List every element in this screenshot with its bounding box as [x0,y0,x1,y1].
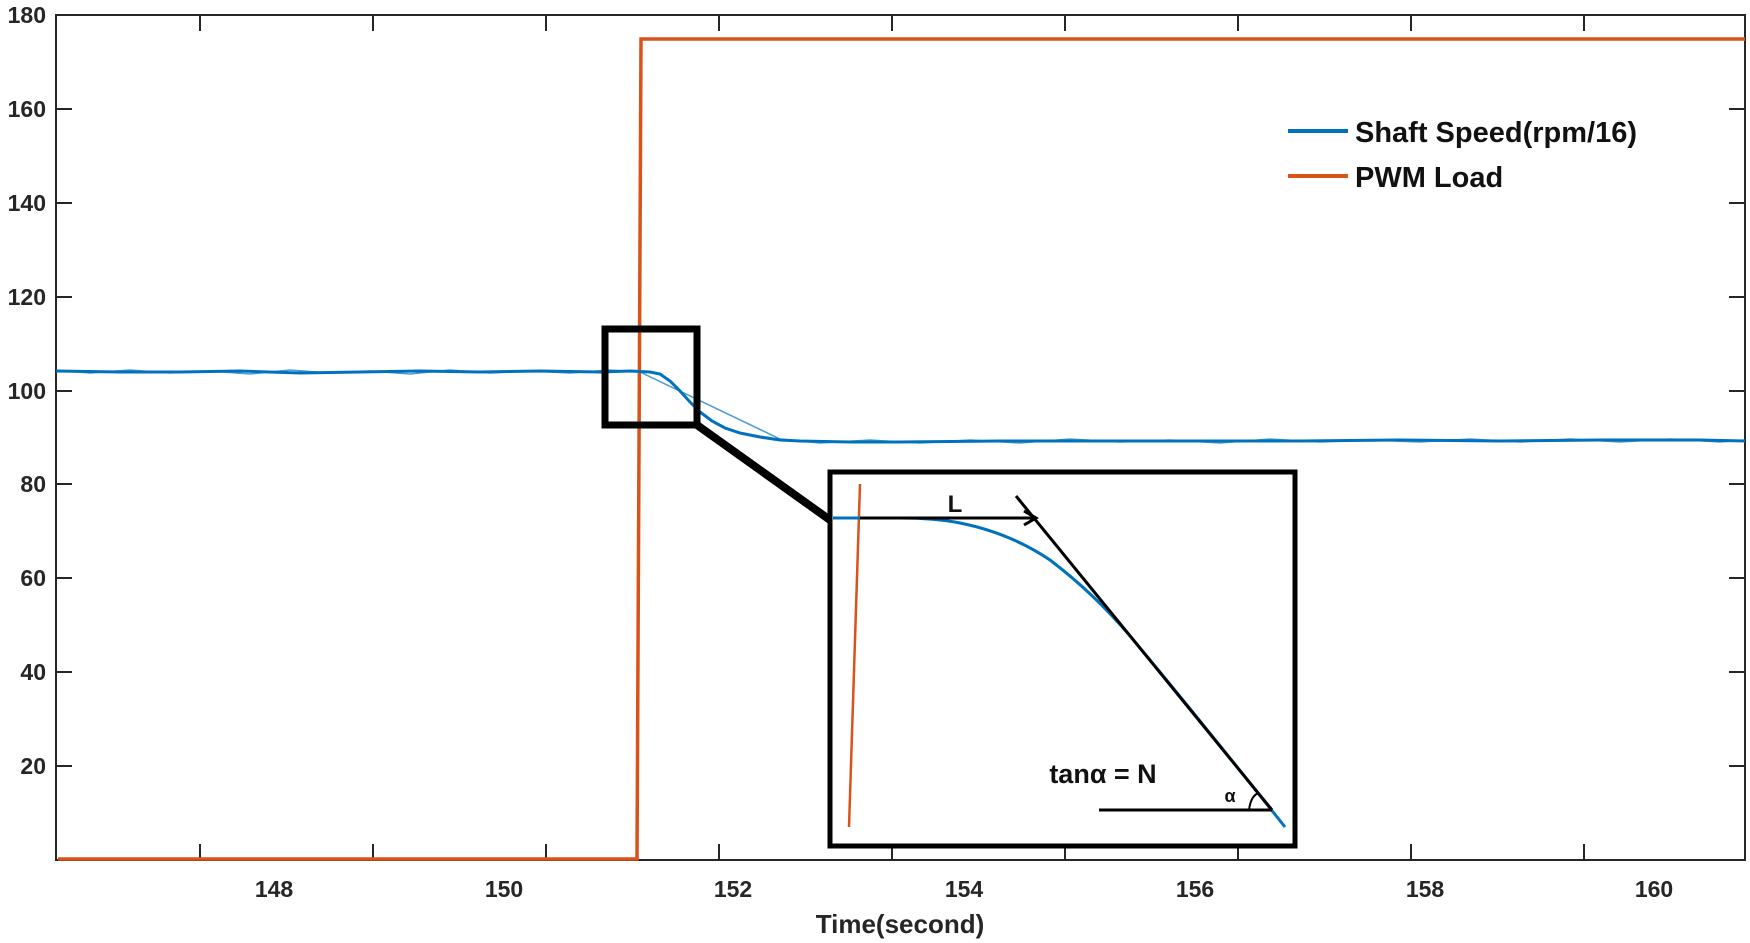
series-pwm-load [58,37,1745,861]
y-tick-label: 160 [8,96,46,122]
y-tick-label: 80 [20,471,46,497]
y-tick-label: 100 [8,378,46,404]
zoom-connector-line [694,421,833,524]
x-tick-label: 156 [1176,876,1214,902]
y-tick-label: 60 [20,565,46,591]
angle-arc-icon [1248,792,1260,811]
y-tick-label: 140 [8,190,46,216]
tangent-line [1014,495,1274,811]
x-tick-label: 160 [1635,876,1673,902]
y-axis-labels: 20 40 60 80 100 120 140 160 180 [8,2,46,779]
x-tick-label: 154 [945,876,984,902]
angle-label: α [1224,786,1235,806]
zoom-region-box [601,325,701,429]
delay-label: L [948,491,963,518]
delay-arrow-head-icon [1023,509,1039,527]
series-shaft-speed-noise [55,369,1746,444]
inset-pwm-edge [847,483,862,828]
y-tick-label: 20 [20,753,46,779]
y-tick-label: 180 [8,2,46,28]
inset-box [827,469,1298,849]
x-axis-labels: 148 150 152 154 156 158 160 [255,876,1673,902]
x-tick-label: 152 [714,876,752,902]
legend-label-pwm-load: PWM Load [1355,162,1503,194]
y-tick-label: 40 [20,659,46,685]
legend: Shaft Speed(rpm/16) PWM Load [1288,117,1637,194]
legend-label-shaft-speed: Shaft Speed(rpm/16) [1355,117,1637,149]
slope-equation: tanα = N [1049,759,1156,789]
y-axis-ticks [56,108,1745,767]
x-tick-label: 150 [485,876,523,902]
x-tick-label: 158 [1406,876,1445,902]
inset-panel: L α tanα = N [827,469,1298,849]
y-tick-label: 120 [8,284,46,310]
x-axis-title: Time(second) [816,909,985,939]
x-tick-label: 148 [255,876,294,902]
